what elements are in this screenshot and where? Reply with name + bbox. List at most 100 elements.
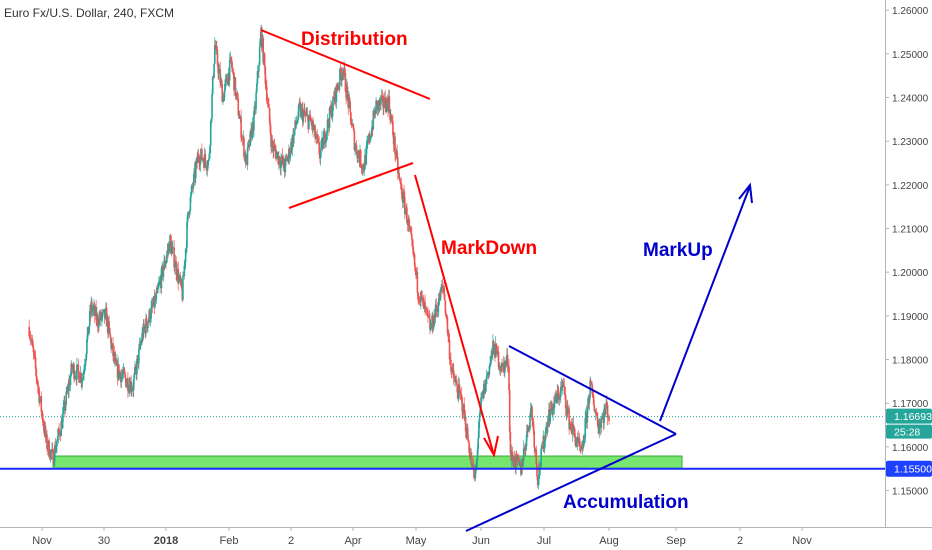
- candle-body: [421, 296, 424, 299]
- candle-body: [445, 313, 447, 317]
- time-tick-label: 2: [737, 535, 743, 547]
- candle-body: [474, 470, 477, 479]
- candle-body: [513, 456, 516, 467]
- time-tick-label: Feb: [220, 535, 239, 547]
- candle-body: [38, 388, 40, 403]
- candle-body: [525, 435, 528, 447]
- candle-body: [441, 285, 443, 291]
- candle-body: [182, 275, 184, 300]
- candle-body: [267, 102, 269, 104]
- countdown-badge-bg: [886, 424, 932, 439]
- candle-body: [37, 385, 40, 389]
- candle-body: [608, 417, 610, 422]
- candle-body: [273, 145, 275, 152]
- candle-body: [78, 371, 80, 383]
- candle-body: [95, 307, 97, 321]
- distribution-lower-line[interactable]: [288, 162, 414, 209]
- candle-body: [494, 343, 497, 358]
- candle-body: [226, 76, 228, 83]
- candle-body: [166, 250, 169, 256]
- candle-body: [96, 314, 99, 326]
- candle-body: [46, 448, 49, 450]
- candle-body: [61, 414, 64, 429]
- candle-body: [249, 130, 252, 146]
- candle-body: [295, 120, 297, 126]
- candle-body: [312, 128, 315, 130]
- candle-body: [51, 449, 53, 453]
- candle-body: [145, 318, 148, 327]
- candle-body: [204, 154, 207, 162]
- candle-body: [412, 246, 414, 255]
- candle-body: [237, 98, 240, 116]
- candle-body: [463, 404, 466, 419]
- candle-body: [597, 418, 599, 427]
- candle-body: [396, 150, 398, 158]
- candle-body: [331, 110, 334, 118]
- candle-body: [73, 376, 76, 379]
- candle-body: [456, 385, 459, 393]
- candle-body: [30, 339, 33, 341]
- candle-body: [108, 321, 110, 329]
- candle-body: [158, 283, 160, 287]
- candle-body: [162, 269, 165, 277]
- current-price-badge-bg: [886, 408, 932, 424]
- accumulation-lower-line[interactable]: [465, 433, 677, 532]
- candle-body: [427, 315, 430, 317]
- candle-body: [54, 445, 56, 462]
- candle-body: [337, 88, 339, 90]
- price-tick-label: 1.22000: [892, 181, 929, 192]
- candle-body: [51, 449, 54, 451]
- candle-body: [492, 341, 495, 344]
- candle-body: [350, 112, 352, 125]
- price-tick-label: 1.25000: [892, 50, 929, 61]
- candle-body: [369, 133, 371, 141]
- candle-body: [435, 304, 438, 311]
- markup-arrow-line[interactable]: [659, 185, 751, 422]
- candle-body: [80, 373, 82, 383]
- candle-body: [234, 77, 237, 97]
- markdown-arrow-line[interactable]: [414, 174, 494, 453]
- candle-body: [327, 119, 329, 125]
- candle-body: [357, 151, 360, 156]
- candle-body: [211, 94, 213, 119]
- candle-body: [397, 157, 399, 174]
- candle-body: [508, 366, 510, 391]
- candle-body: [606, 405, 609, 418]
- candle-body: [446, 317, 449, 334]
- candle-body: [318, 142, 321, 155]
- accumulation-zone: [52, 455, 683, 469]
- candle-body: [380, 95, 383, 100]
- candle-body: [268, 103, 270, 109]
- candle-body: [60, 421, 63, 436]
- price-axis-bg: [885, 0, 932, 550]
- candle-body: [319, 149, 322, 159]
- candle-body: [258, 64, 260, 72]
- candle-body: [320, 140, 323, 150]
- time-tick-label: Nov: [32, 535, 52, 547]
- candle-body: [71, 363, 73, 370]
- candle-body: [432, 326, 435, 329]
- candle-body: [336, 84, 338, 89]
- accumulation-upper-line[interactable]: [508, 345, 677, 435]
- candle-body: [453, 377, 456, 382]
- candle-body: [408, 218, 410, 226]
- candle-body: [574, 436, 577, 446]
- candle-body: [306, 113, 309, 116]
- candle-body: [77, 364, 80, 372]
- candle-body: [171, 248, 173, 255]
- candle-body: [382, 95, 384, 108]
- candle-body: [586, 407, 589, 423]
- candle-body: [149, 318, 152, 322]
- candle-body: [123, 372, 126, 375]
- candle-body: [255, 92, 257, 109]
- candle-body: [480, 397, 482, 408]
- candle-body: [121, 375, 123, 377]
- candle-body: [505, 360, 507, 365]
- candle-body: [309, 114, 312, 121]
- distribution-upper-line[interactable]: [260, 29, 431, 100]
- candle-body: [459, 393, 462, 395]
- candle-body: [202, 159, 205, 161]
- candle-body: [410, 231, 412, 235]
